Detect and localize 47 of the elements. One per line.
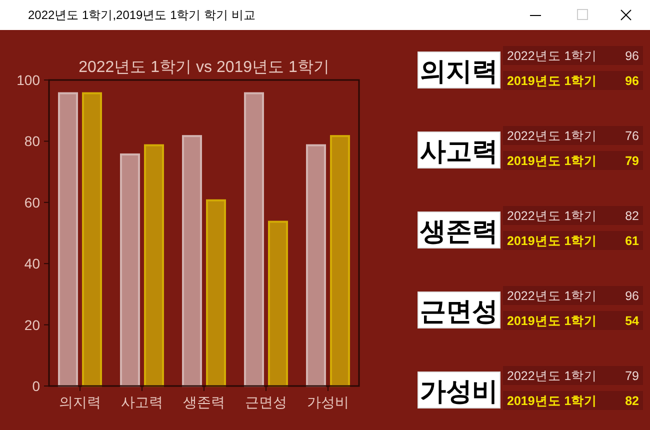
text: 2022년도 1학기,2019년도 1학기 학기 비교: [28, 8, 256, 22]
bar: [58, 92, 78, 387]
bar: [82, 92, 102, 387]
text: 2019년도 1학기: [507, 314, 598, 328]
x-tick-label: 의지력: [59, 394, 101, 410]
bar: [120, 153, 140, 387]
data-label: 82: [625, 209, 640, 223]
y-tick-label: 80: [24, 133, 40, 150]
y-tick-label: 20: [24, 316, 40, 333]
bar: [330, 135, 350, 387]
series-label: 2019년도 1학기: [507, 74, 598, 88]
x-tick-label: 근면성: [245, 394, 287, 410]
text: 2019년도 1학기: [507, 234, 598, 248]
bar: [144, 144, 164, 387]
bar: [182, 135, 202, 387]
data-label: 96: [625, 49, 640, 63]
chart-title: 2022년도 1학기 vs 2019년도 1학기: [78, 59, 330, 76]
bar: [306, 144, 326, 387]
data-label: 96: [625, 289, 640, 303]
text: 2022년도 1학기: [507, 369, 598, 383]
data-label: 54: [625, 314, 640, 328]
x-tick-label: 사고력: [121, 394, 163, 410]
data-label: 96: [625, 74, 640, 88]
bar: [268, 220, 288, 387]
category-label: 사고력: [420, 136, 498, 166]
category-label: 의지력: [420, 56, 498, 86]
y-tick-label: 40: [24, 256, 40, 272]
x-tick-label: 생존력: [183, 394, 225, 410]
text: 2022년도 1학기: [507, 209, 598, 223]
text: 2019년도 1학기: [507, 394, 598, 408]
text: 2022년도 1학기: [507, 129, 598, 143]
bar: [206, 199, 226, 387]
data-label: 79: [625, 154, 640, 168]
category-label: 근면성: [420, 296, 498, 326]
text: 2019년도 1학기: [507, 154, 598, 168]
data-label: 82: [625, 394, 640, 408]
data-label: 61: [625, 234, 640, 248]
bar: [244, 92, 264, 387]
x-tick-label: 가성비: [307, 394, 349, 410]
series-label: 2022년도 1학기: [507, 49, 598, 63]
data-label: 79: [625, 369, 640, 383]
y-tick-label: 0: [32, 378, 40, 394]
y-tick-label: 60: [24, 194, 40, 210]
data-label: 76: [625, 129, 640, 143]
y-tick-label: 100: [16, 72, 40, 88]
category-label: 생존력: [419, 216, 498, 246]
text: 2022년도 1학기: [507, 289, 598, 303]
